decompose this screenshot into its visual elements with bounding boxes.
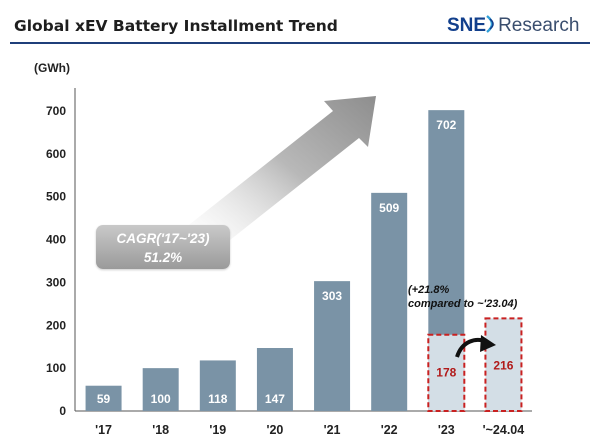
bar: [142, 368, 179, 411]
bar-value-label: 303: [322, 289, 342, 303]
sne-research-logo: SNE Research: [447, 14, 579, 37]
growth-arrowhead: [480, 335, 496, 352]
bar: [199, 360, 236, 411]
y-tick-label: 700: [46, 104, 66, 118]
growth-note-percent: (+21.8%: [408, 284, 450, 296]
y-tick-label: 600: [46, 147, 66, 161]
x-tick-label: '22: [381, 423, 398, 437]
x-tick-label: '17: [95, 423, 112, 437]
x-tick-label: '19: [209, 423, 226, 437]
bar: [314, 281, 351, 411]
growth-arrow: [185, 96, 376, 255]
bar-value-label: 59: [97, 392, 111, 406]
growth-note-comparison: compared to ~'23.04): [408, 298, 518, 310]
x-tick-label: '~24.04: [483, 423, 525, 437]
bar: [85, 385, 122, 411]
bar: [371, 192, 408, 411]
y-tick-label: 100: [46, 361, 66, 375]
chart-title: Global xEV Battery Installment Trend: [14, 17, 338, 35]
cagr-label: CAGR('17~'23): [116, 231, 210, 246]
y-tick-label: 300: [46, 275, 66, 289]
y-tick-label: 400: [46, 233, 66, 247]
partial-period-bar: [427, 333, 466, 413]
cagr-callout: CAGR('17~'23) 51.2%: [96, 225, 230, 269]
y-tick-label: 500: [46, 190, 66, 204]
growth-note: (+21.8% compared to ~'23.04): [408, 283, 517, 311]
bar: [256, 348, 293, 411]
logo-suffix: Research: [498, 15, 580, 36]
partial-period-bar: [484, 317, 523, 412]
logo-swoosh-icon: [486, 15, 494, 33]
partial-period-value-label: 216: [493, 358, 513, 372]
bar-value-label: 147: [265, 392, 285, 406]
bar-value-label: 509: [379, 201, 399, 215]
x-tick-label: '21: [324, 423, 341, 437]
x-tick-label: '23: [438, 423, 455, 437]
x-tick-label: '18: [152, 423, 169, 437]
bar-value-label: 100: [151, 392, 171, 406]
y-axis-unit: (GWh): [34, 61, 70, 75]
bar-value-label: 702: [436, 118, 456, 132]
cagr-value: 51.2%: [143, 250, 183, 265]
partial-period-value-label: 178: [436, 366, 456, 380]
x-tick-label: '20: [266, 423, 283, 437]
header-divider: [10, 42, 590, 44]
logo-brand: SNE: [447, 15, 487, 36]
bar-value-label: 118: [208, 392, 228, 406]
y-tick-label: 200: [46, 318, 66, 332]
y-tick-label: 0: [59, 404, 66, 418]
